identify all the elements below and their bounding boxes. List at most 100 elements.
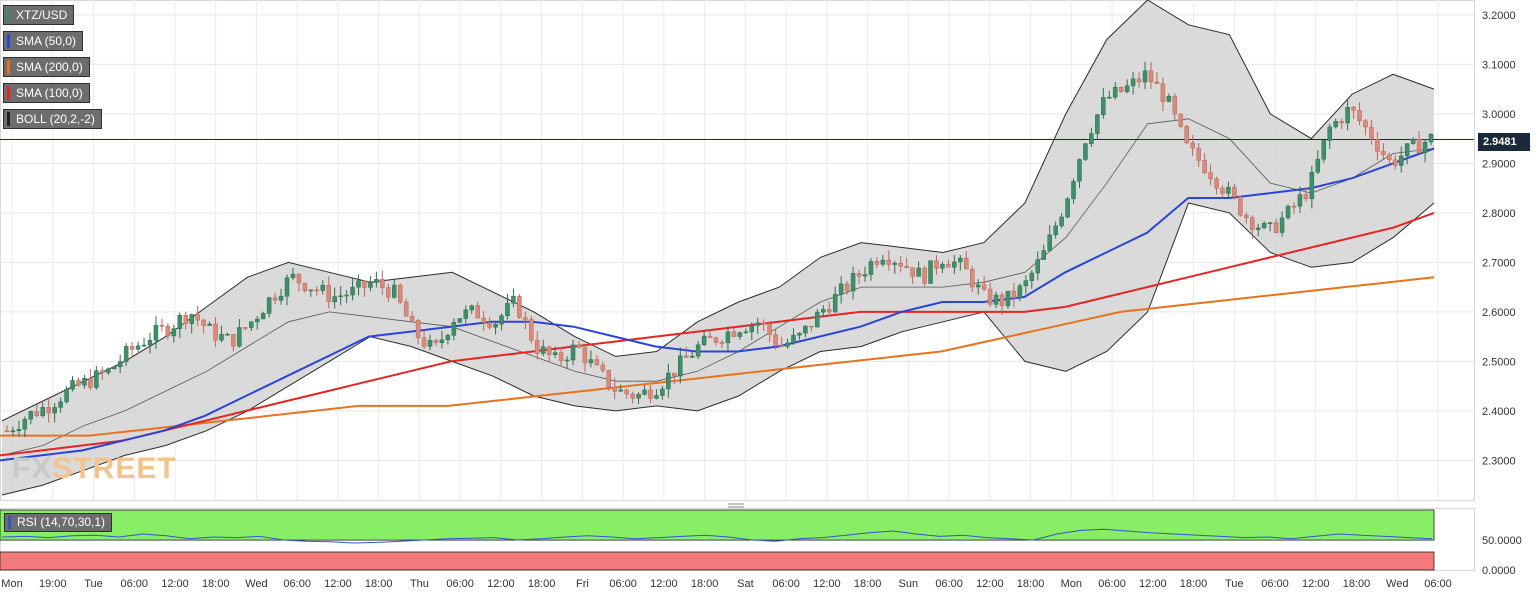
candle-body <box>189 314 194 324</box>
x-tick-label: Fri <box>576 578 589 590</box>
plot-frame <box>0 0 1475 501</box>
candle-body <box>1112 86 1118 98</box>
candle-body <box>481 317 486 323</box>
sma50-swatch <box>7 34 10 48</box>
candle-body <box>52 407 57 414</box>
candle-body <box>1047 234 1052 251</box>
candle-body <box>1375 139 1380 152</box>
candle-body <box>1333 121 1338 128</box>
x-tick-label: 12:00 <box>650 578 678 590</box>
candle-body <box>1381 151 1386 156</box>
candle-body <box>34 411 40 417</box>
x-tick-label: Mon <box>1 578 22 590</box>
candle-body <box>1011 290 1017 299</box>
candle-body <box>94 370 99 388</box>
candle-body <box>785 342 790 347</box>
candle-body <box>1005 290 1011 307</box>
x-tick-label: 18:00 <box>528 578 556 590</box>
candle-body <box>1309 171 1315 200</box>
legend-sma50[interactable]: SMA (50,0) <box>3 31 84 51</box>
candle-body <box>463 309 469 319</box>
candle-body <box>922 267 927 284</box>
candle-body <box>1023 280 1029 286</box>
candle-body <box>797 332 802 336</box>
candle-body <box>451 322 457 336</box>
candle-body <box>713 337 719 343</box>
legend-sma100[interactable]: SMA (100,0) <box>3 83 90 103</box>
watermark-street: STREET <box>52 452 177 485</box>
candle-body <box>10 430 16 433</box>
candle-body <box>946 264 951 268</box>
bollinger-band <box>1 0 1435 496</box>
sma100-swatch <box>7 86 10 100</box>
x-tick-label: 18:00 <box>1343 578 1371 590</box>
candle-body <box>1172 95 1178 115</box>
candle-body <box>940 264 945 269</box>
candle-body <box>648 389 653 399</box>
x-tick-label: Sat <box>737 578 754 590</box>
x-tick-label: Wed <box>1386 578 1408 590</box>
legend-sma50-label: SMA (50,0) <box>16 34 77 48</box>
candle-body <box>636 394 641 399</box>
rsi-panel: 50.0000 0.0000 <box>0 508 1522 577</box>
candle-body <box>588 359 594 364</box>
candle-body <box>70 380 75 390</box>
candle-body <box>1279 217 1285 233</box>
candle-body <box>1297 194 1303 207</box>
candle-body <box>928 260 933 284</box>
x-tick-label: 06:00 <box>120 578 148 590</box>
candle-body <box>284 277 290 297</box>
y-tick-label: 2.5000 <box>1482 356 1516 368</box>
rsi-tick-label: 50.0000 <box>1482 535 1522 547</box>
candle-body <box>1184 126 1189 144</box>
x-tick-label: Thu <box>410 578 429 590</box>
x-tick-label: 06:00 <box>1261 578 1289 590</box>
candle-body <box>403 301 409 317</box>
candle-body <box>1398 155 1404 166</box>
legend-sma200[interactable]: SMA (200,0) <box>3 57 90 77</box>
candle-body <box>1393 159 1398 166</box>
candle-body <box>296 273 302 284</box>
candle-body <box>523 317 528 320</box>
candle-body <box>1017 285 1023 299</box>
y-tick-label: 2.8000 <box>1482 208 1516 220</box>
candle-body <box>594 359 600 366</box>
candle-body <box>117 361 123 368</box>
candle-body <box>147 340 153 346</box>
candle-body <box>469 305 474 311</box>
x-tick-label: 12:00 <box>487 578 515 590</box>
candle-body <box>576 344 582 348</box>
candle-body <box>660 388 665 396</box>
candle-body <box>1363 120 1368 128</box>
candle-body <box>135 345 141 350</box>
candle-body <box>493 323 498 328</box>
candle-body <box>1404 143 1410 157</box>
candle-body <box>380 279 385 288</box>
legend-symbol[interactable]: XTZ/USD <box>3 5 75 25</box>
candle-body <box>654 395 659 399</box>
candle-body <box>558 352 564 361</box>
candle-body <box>511 296 516 304</box>
candle-body <box>243 327 248 329</box>
candle-body <box>338 295 343 298</box>
x-tick-label: 18:00 <box>202 578 230 590</box>
candle-body <box>475 305 480 319</box>
candle-body <box>552 352 558 355</box>
candle-body <box>1321 140 1327 160</box>
candle-body <box>427 340 433 347</box>
x-tick-label: 18:00 <box>1180 578 1208 590</box>
candle-body <box>314 289 320 292</box>
bollinger-upper <box>1 0 1435 422</box>
candle-body <box>386 287 391 298</box>
legend-boll[interactable]: BOLL (20,2,-2) <box>3 109 102 129</box>
candle-body <box>88 378 93 388</box>
x-tick-label: 12:00 <box>813 578 841 590</box>
candle-body <box>260 313 266 320</box>
candle-body <box>743 331 749 334</box>
candle-body <box>64 388 69 403</box>
candle-body <box>993 294 999 305</box>
candle-body <box>1327 126 1332 141</box>
legend-rsi[interactable]: RSI (14,70,30,1) <box>4 513 113 532</box>
